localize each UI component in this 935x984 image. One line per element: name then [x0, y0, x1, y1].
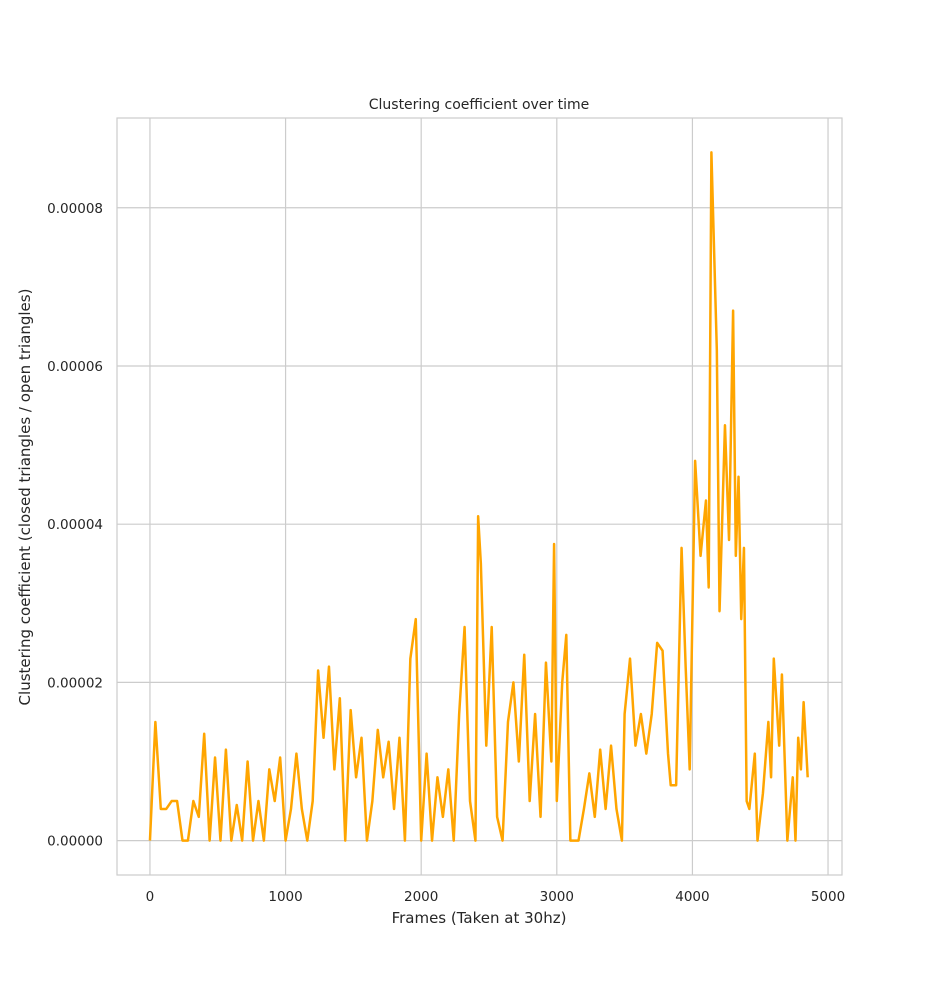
- x-tick-label: 4000: [675, 889, 709, 905]
- chart-title: Clustering coefficient over time: [369, 97, 590, 113]
- x-tick-label: 0: [146, 889, 155, 905]
- x-tick-label: 3000: [540, 889, 574, 905]
- x-tick-label: 5000: [811, 889, 845, 905]
- x-tick-label: 1000: [268, 889, 302, 905]
- y-tick-label: 0.00000: [47, 834, 103, 850]
- x-axis-label: Frames (Taken at 30hz): [392, 909, 567, 927]
- plot-area: [116, 117, 843, 876]
- y-tick-label: 0.00004: [47, 517, 103, 533]
- y-tick-label: 0.00002: [47, 675, 103, 691]
- y-tick-label: 0.00006: [47, 359, 103, 375]
- y-tick-label: 0.00008: [47, 201, 103, 217]
- y-axis-label: Clustering coefficient (closed triangles…: [16, 289, 34, 706]
- data-line: [148, 151, 809, 842]
- x-tick-label: 2000: [404, 889, 438, 905]
